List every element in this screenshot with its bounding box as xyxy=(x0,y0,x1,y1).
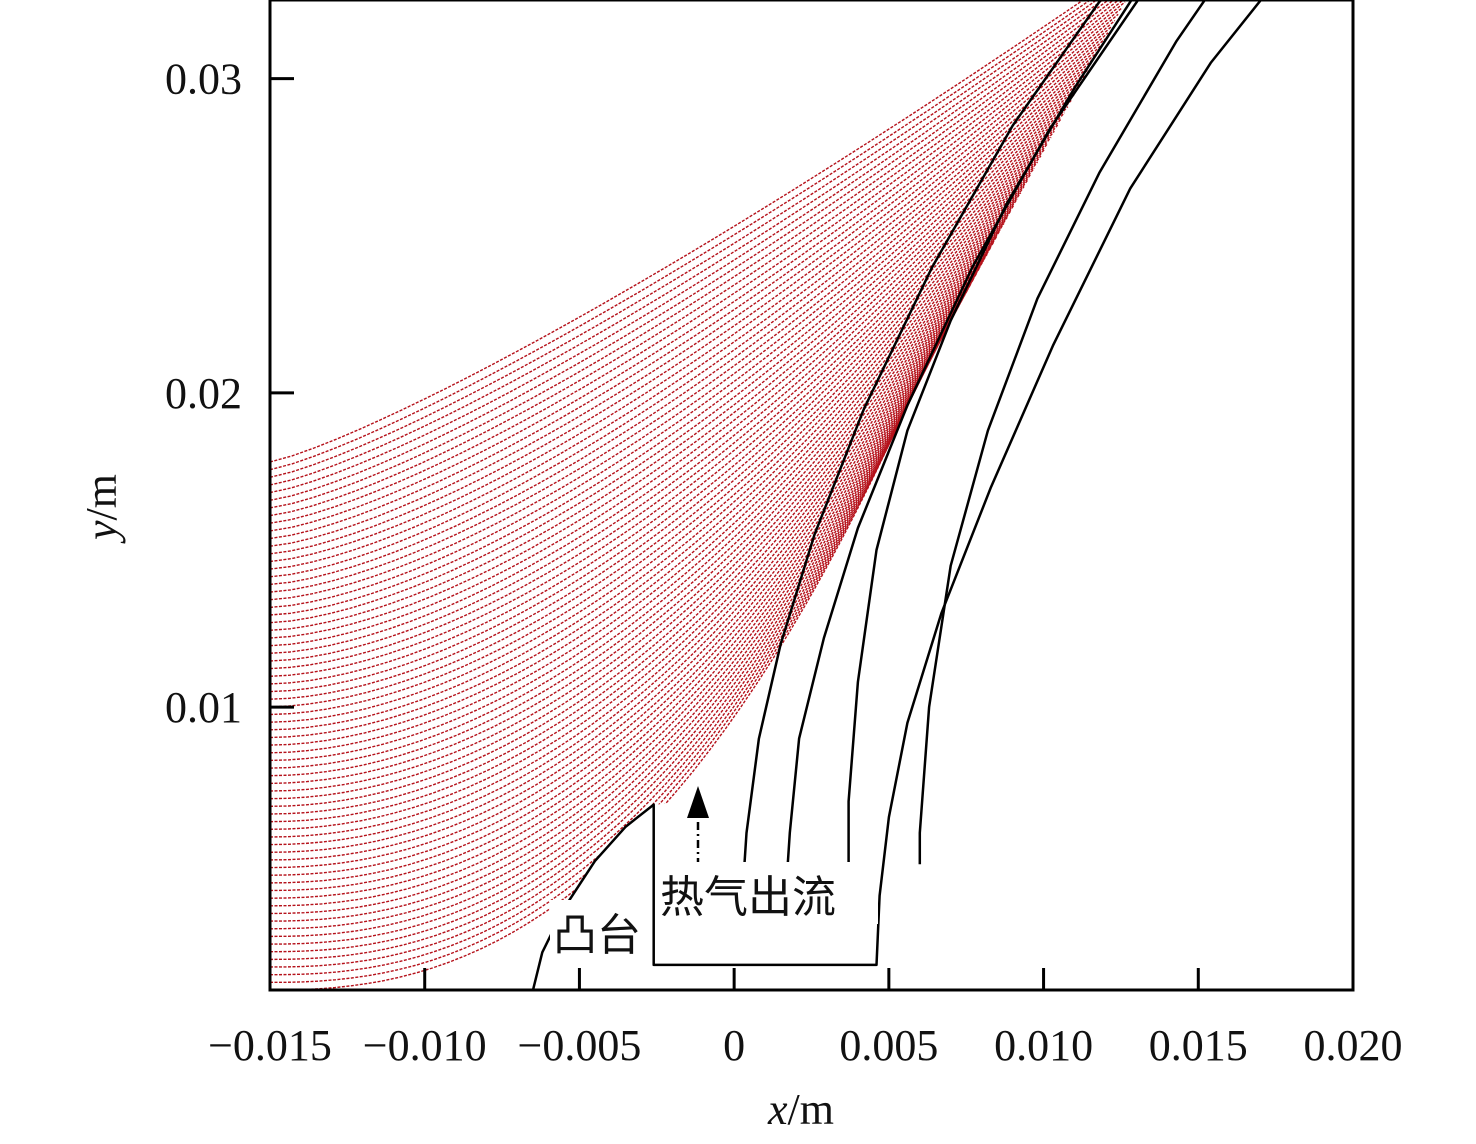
streamline xyxy=(270,0,1098,478)
streamline xyxy=(270,192,1022,762)
y-ticks: 0.01 0.02 0.03 xyxy=(165,55,294,732)
streamline xyxy=(270,75,1086,616)
streamline xyxy=(270,0,1120,509)
inner-blade-outline xyxy=(742,0,1140,882)
streamline xyxy=(270,124,1059,677)
streamline xyxy=(270,253,988,838)
streamline xyxy=(270,1,1126,524)
geometry xyxy=(531,0,1263,990)
streamline xyxy=(270,210,1012,785)
x-tick-label: 0.005 xyxy=(839,1021,938,1070)
streamline xyxy=(270,229,1002,807)
streamline xyxy=(270,38,1106,570)
x-ticks: −0.015 −0.010 −0.005 0 0.005 0.010 0.015 0.020 xyxy=(208,968,1403,1070)
y-axis-label: y/m xyxy=(77,474,126,544)
streamline xyxy=(270,278,975,869)
streamline xyxy=(270,0,1085,463)
streamline xyxy=(270,118,1062,670)
streamlines xyxy=(270,0,1353,990)
streamline xyxy=(270,272,978,861)
streamline xyxy=(270,99,1072,647)
streamline xyxy=(270,50,1099,586)
streamline xyxy=(270,56,1096,593)
plot-frame xyxy=(268,0,1355,992)
streamline xyxy=(270,327,948,930)
y-tick-label: 0.03 xyxy=(165,55,242,104)
right-wall-outline xyxy=(918,0,1207,865)
streamline xyxy=(270,93,1076,639)
outer-wall-outline xyxy=(847,0,1133,880)
streamline xyxy=(270,284,971,876)
streamline xyxy=(270,290,968,884)
streamline xyxy=(270,167,1035,731)
boss-and-channel-outline xyxy=(531,0,1263,990)
streamline xyxy=(270,13,1119,540)
streamline xyxy=(270,173,1032,739)
streamline xyxy=(270,44,1102,578)
outflow-label-background xyxy=(656,862,878,924)
streamline xyxy=(270,223,1005,800)
x-tick-label: 0 xyxy=(723,1021,745,1070)
streamline xyxy=(270,87,1079,631)
streamline xyxy=(270,179,1028,746)
streamline xyxy=(270,155,1042,716)
streamline xyxy=(270,69,1089,609)
streamline xyxy=(270,7,1123,532)
plot-border xyxy=(268,0,1355,992)
streamline xyxy=(270,198,1018,769)
streamline xyxy=(270,247,991,830)
y-tick-label: 0.01 xyxy=(165,683,242,732)
x-tick-label: −0.015 xyxy=(208,1021,332,1070)
x-tick-label: 0.015 xyxy=(1149,1021,1248,1070)
x-axis-label: x/m xyxy=(767,1085,834,1134)
streamline xyxy=(270,296,965,892)
streamline xyxy=(270,136,1052,693)
streamline xyxy=(270,235,998,815)
x-tick-label: −0.005 xyxy=(518,1021,642,1070)
streamline xyxy=(270,81,1082,624)
streamline xyxy=(270,63,1092,601)
streamline xyxy=(270,216,1008,792)
streamline xyxy=(270,112,1065,662)
streamline xyxy=(270,352,934,961)
streamline xyxy=(270,186,1025,754)
boss-label-background xyxy=(550,900,650,962)
streamline xyxy=(270,315,955,915)
streamline xyxy=(270,309,958,907)
y-tick-label: 0.02 xyxy=(165,369,242,418)
streamline xyxy=(270,358,931,968)
streamline xyxy=(270,241,995,823)
streamline xyxy=(270,143,1049,700)
streamline xyxy=(270,161,1039,723)
boss-solid xyxy=(533,804,654,990)
streamline xyxy=(270,0,1115,501)
streamline xyxy=(270,0,1104,486)
streamline xyxy=(270,130,1055,685)
streamline xyxy=(270,19,1116,547)
streamline xyxy=(270,0,1125,517)
channel-mask xyxy=(653,0,1353,990)
streamline xyxy=(270,333,944,938)
streamline xyxy=(270,26,1112,555)
streamline xyxy=(270,204,1015,777)
x-tick-label: 0.020 xyxy=(1304,1021,1403,1070)
streamline xyxy=(270,32,1109,563)
hot-outflow-label: 热气出流 xyxy=(660,873,836,922)
hot-outflow-arrow xyxy=(687,786,709,866)
arrow-head xyxy=(687,786,709,818)
boss-label: 凸台 xyxy=(553,911,641,960)
x-tick-label: 0.010 xyxy=(994,1021,1093,1070)
streamline xyxy=(270,0,1110,494)
streamline xyxy=(270,321,951,922)
streamline xyxy=(270,266,981,853)
streamline xyxy=(270,339,941,945)
x-tick-label: −0.010 xyxy=(363,1021,487,1070)
streamline xyxy=(270,106,1069,654)
streamline xyxy=(270,0,1092,471)
